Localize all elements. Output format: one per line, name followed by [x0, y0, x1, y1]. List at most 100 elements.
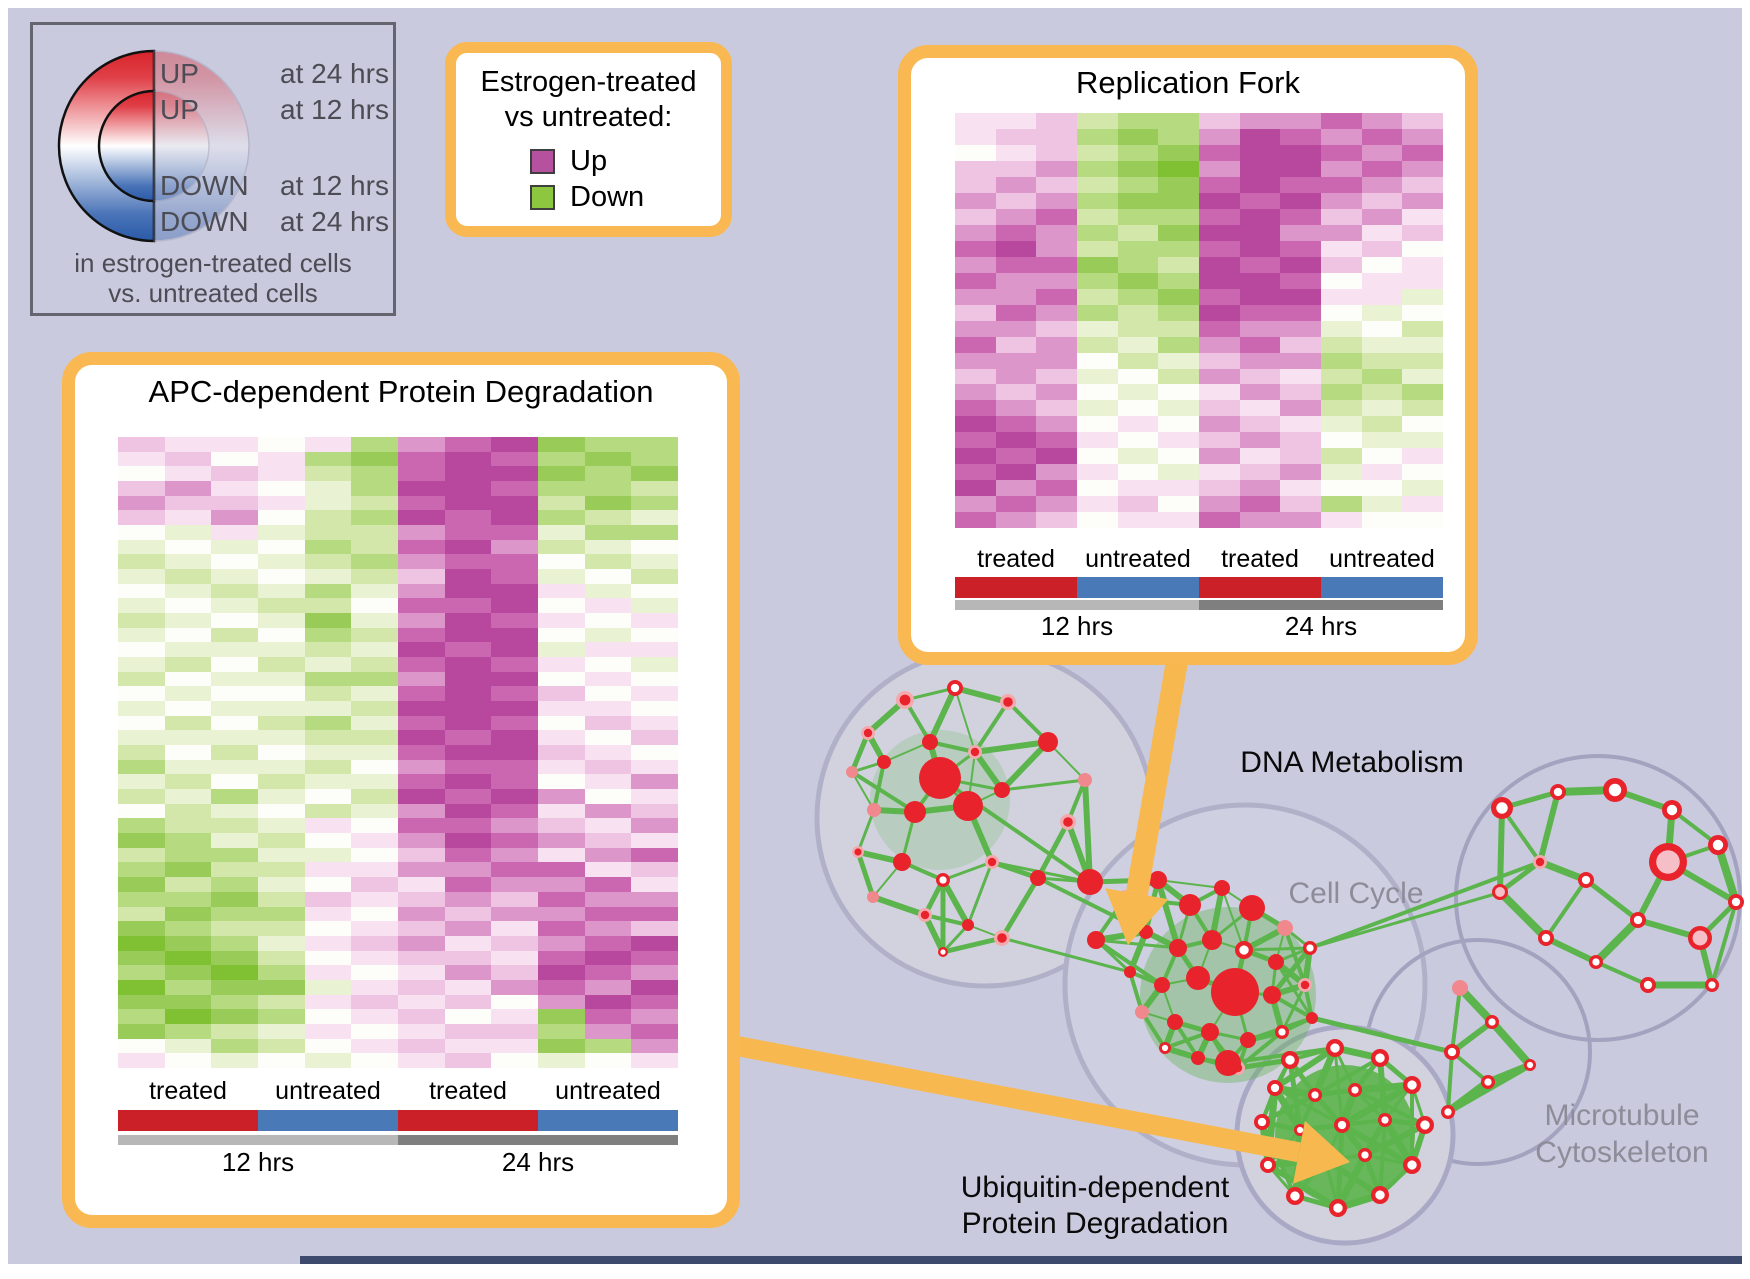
legend-time-12: at 12 hrs	[280, 94, 389, 125]
heatmap-cell	[631, 554, 679, 570]
heatmap-cell	[211, 627, 259, 643]
network-edge	[1488, 1018, 1534, 1069]
heatmap-cell	[1402, 224, 1444, 241]
heatmap-cell	[538, 701, 585, 716]
heatmap-row	[118, 935, 679, 951]
network-node	[1608, 783, 1622, 797]
heatmap-cell	[631, 715, 679, 731]
heatmap-cell	[1280, 464, 1322, 481]
heatmap-cell	[1280, 224, 1322, 241]
heatmap-cell	[584, 759, 632, 775]
heatmap-row	[118, 495, 679, 511]
heatmap-cell	[955, 416, 996, 433]
network-node	[1124, 966, 1136, 978]
heatmap-cell	[1158, 272, 1200, 289]
heatmap-cell	[538, 745, 585, 760]
heatmap-cell	[1117, 176, 1159, 193]
heatmap-row	[118, 833, 679, 848]
heatmap-cell	[1361, 272, 1403, 289]
heatmap-cell	[955, 464, 996, 481]
heatmap-cell	[164, 1009, 212, 1024]
heatmap-cell	[584, 730, 632, 746]
heatmap-cell	[538, 583, 585, 599]
heatmap-cell	[211, 745, 259, 760]
heatmap-cell	[584, 583, 632, 599]
heatmap-cell	[304, 862, 352, 878]
hrs12-bar	[118, 1135, 398, 1145]
heatmap-cell	[538, 451, 585, 467]
heatmap-cell	[164, 613, 212, 628]
heatmap-cell	[538, 613, 585, 628]
network-node	[1285, 1055, 1295, 1065]
time-label: 24 hrs	[1284, 611, 1358, 641]
heatmap-cell	[631, 701, 679, 716]
heatmap-cell	[1158, 192, 1200, 209]
heatmap-cell	[491, 877, 539, 892]
heatmap-cell	[538, 730, 585, 746]
heatmap-cell	[491, 1053, 539, 1068]
network-node	[1375, 1190, 1385, 1200]
heatmap-cell	[304, 994, 352, 1010]
heatmap-cell	[304, 877, 352, 892]
network-node	[1169, 939, 1187, 957]
network-edge	[1537, 789, 1561, 865]
panel-arrow-head	[1105, 888, 1169, 945]
heatmap-cell	[955, 304, 996, 321]
heatmap-cell	[164, 569, 212, 584]
heatmap-cell	[1280, 336, 1322, 353]
network-node	[1381, 1116, 1389, 1124]
heatmap-cell	[491, 642, 539, 658]
heatmap-cell	[1280, 496, 1322, 513]
heatmap-cell	[1077, 192, 1118, 209]
inner-circle-right-half	[153, 90, 210, 202]
heatmap-cell	[491, 862, 539, 878]
heatmap-row	[118, 466, 679, 482]
heatmap-cell	[351, 510, 399, 526]
heatmap-cell	[444, 803, 492, 819]
heatmap-cell	[164, 862, 212, 878]
heatmap-cell	[538, 994, 585, 1010]
heatmap-cell	[491, 701, 539, 716]
heatmap-cell	[258, 745, 305, 760]
network-edge	[1583, 877, 1641, 923]
heatmap-cell	[1402, 192, 1444, 209]
heatmap-cell	[1402, 113, 1444, 129]
heatmap-row	[955, 224, 1444, 241]
heatmap-cell	[164, 539, 212, 555]
heatmap-cell	[955, 160, 996, 177]
heatmap-row	[118, 877, 679, 892]
heatmap-row	[118, 642, 679, 658]
heatmap-cell	[1280, 416, 1322, 433]
network-edge	[1221, 887, 1245, 951]
heatmap-cell	[258, 657, 305, 672]
heatmap-cell	[955, 352, 996, 369]
heatmap-cell	[538, 598, 585, 614]
heatmap-cell	[1199, 512, 1240, 529]
heatmap-cell	[1402, 496, 1444, 513]
heatmap-cell	[1361, 480, 1403, 497]
network-node	[893, 853, 911, 871]
heatmap-cell	[304, 906, 352, 922]
heatmap-cell	[955, 272, 996, 289]
heatmap-cell	[1199, 288, 1240, 305]
heatmap-cell	[1117, 368, 1159, 385]
heatmap-cell	[538, 525, 585, 540]
heatmap-cell	[164, 803, 212, 819]
heatmap-row	[955, 480, 1444, 497]
heatmap-cell	[491, 1023, 539, 1039]
heatmap-cell	[1280, 176, 1322, 193]
network-node	[1257, 1117, 1267, 1127]
network-node	[1161, 1044, 1169, 1052]
heatmap-cell	[1402, 144, 1444, 161]
heatmap-cell	[304, 451, 352, 467]
heatmap-cell	[211, 1053, 259, 1068]
heatmap-cell	[351, 774, 399, 790]
heatmap-cell	[398, 451, 445, 467]
heatmap-row	[955, 400, 1444, 417]
network-node	[970, 747, 980, 757]
heatmap-cell	[1280, 272, 1322, 289]
heatmap-cell	[995, 368, 1037, 385]
heatmap-cell	[955, 368, 996, 385]
network-edge	[1082, 777, 1093, 885]
heatmap-cell	[444, 598, 492, 614]
